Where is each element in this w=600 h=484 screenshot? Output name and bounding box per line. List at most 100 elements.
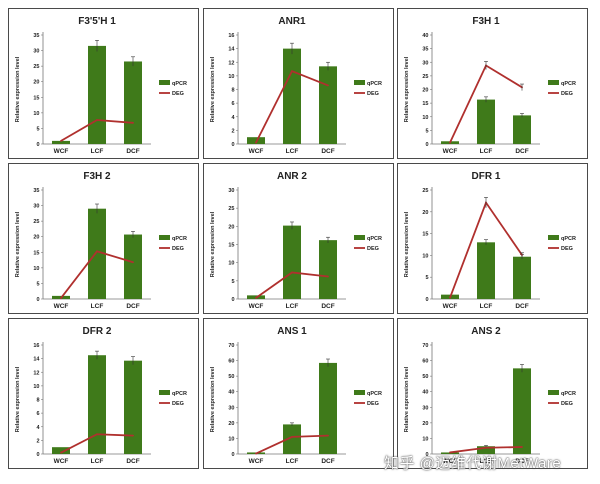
x-tick-label: DCF <box>515 458 528 465</box>
y-tick-label: 5 <box>425 275 428 281</box>
chart-panel: F3H 1 Relative expression level 0 5 10 15 20 25… <box>397 8 588 159</box>
chart-title: F3H 1 <box>472 16 500 27</box>
chart-svg: ANS 2 Relative expression level 0 10 20 30 40 5… <box>404 326 576 465</box>
y-axis-label: Relative expression level <box>210 56 216 122</box>
line-deg-point <box>291 70 293 73</box>
line-deg-point <box>96 250 98 253</box>
y-tick-label: 0 <box>425 452 428 458</box>
line-deg-point <box>132 434 134 437</box>
legend-label-qpcr: qPCR <box>172 236 187 242</box>
bar-qpcr <box>124 234 142 299</box>
y-tick-label: 25 <box>422 74 428 80</box>
x-tick-label: LCF <box>480 303 493 310</box>
y-tick-label: 10 <box>422 436 428 442</box>
y-tick-label: 20 <box>422 88 428 94</box>
y-tick-label: 0 <box>231 297 234 303</box>
chart-svg: ANS 1 Relative expression level 0 10 20 30 40 5… <box>210 326 382 465</box>
y-axis-label: Relative expression level <box>210 211 216 277</box>
bar-qpcr <box>247 137 265 144</box>
legend-label-deg: DEG <box>172 246 184 252</box>
bar-qpcr <box>283 48 301 144</box>
chart-svg: F3'5'H 1 Relative expression level 0 5 10 15 2… <box>15 16 187 155</box>
y-tick-label: 50 <box>422 374 428 380</box>
bar-qpcr <box>88 208 106 299</box>
bar-qpcr <box>513 115 531 144</box>
y-tick-label: 0 <box>36 297 39 303</box>
x-tick-label: LCF <box>91 148 104 155</box>
y-tick-label: 12 <box>33 370 39 376</box>
y-tick-label: 30 <box>228 188 234 194</box>
y-tick-label: 15 <box>228 243 234 249</box>
chart-title: ANS 2 <box>471 326 501 337</box>
y-tick-label: 0 <box>36 452 39 458</box>
chart-title: F3'5'H 1 <box>78 16 116 27</box>
legend-swatch-qpcr <box>354 235 365 240</box>
chart-panel: DFR 2 Relative expression level 0 2 4 6 8 10 12 1… <box>8 318 199 469</box>
legend-swatch-qpcr <box>159 235 170 240</box>
line-deg-point <box>449 141 451 144</box>
legend-label-qpcr: qPCR <box>561 81 576 87</box>
line-deg-point <box>96 119 98 121</box>
y-axis-label: Relative expression level <box>15 56 21 122</box>
y-tick-label: 20 <box>33 235 39 241</box>
chart-title: F3H 2 <box>83 171 111 182</box>
bar-qpcr <box>52 140 70 144</box>
line-deg-point <box>327 434 329 437</box>
legend-label-deg: DEG <box>367 246 379 252</box>
chart-panel: DFR 1 Relative expression level 0 5 10 15 20 25… <box>397 163 588 314</box>
y-tick-label: 20 <box>33 80 39 86</box>
y-tick-label: 25 <box>33 64 39 70</box>
chart-svg: ANR 2 Relative expression level 0 5 10 15 20 25… <box>210 171 382 310</box>
legend-swatch-qpcr <box>354 390 365 395</box>
y-tick-label: 25 <box>422 188 428 194</box>
line-deg-point <box>291 435 293 438</box>
x-tick-label: WCF <box>54 303 69 310</box>
line-deg-point <box>521 446 523 448</box>
line-deg-point <box>60 451 62 454</box>
x-tick-label: DCF <box>126 303 139 310</box>
line-deg-point <box>449 451 451 454</box>
x-tick-label: DCF <box>321 303 334 310</box>
y-tick-label: 0 <box>231 142 234 148</box>
chart-svg: DFR 1 Relative expression level 0 5 10 15 20 25… <box>404 171 576 310</box>
x-tick-label: WCF <box>443 303 458 310</box>
y-tick-label: 35 <box>33 188 39 194</box>
bar-qpcr <box>513 368 531 454</box>
y-tick-label: 2 <box>36 438 39 444</box>
legend-label-deg: DEG <box>561 91 573 97</box>
line-deg-point <box>255 141 257 144</box>
legend-label-qpcr: qPCR <box>172 81 187 87</box>
y-tick-label: 10 <box>33 111 39 117</box>
legend-swatch-qpcr <box>548 80 559 85</box>
bar-qpcr <box>88 45 106 144</box>
bar-qpcr <box>319 66 337 144</box>
chart-title: ANR 2 <box>277 171 307 182</box>
y-tick-label: 40 <box>228 390 234 396</box>
y-tick-label: 20 <box>422 421 428 427</box>
y-tick-label: 30 <box>33 204 39 210</box>
line-deg-point <box>60 139 62 142</box>
legend-label-deg: DEG <box>367 91 379 97</box>
x-tick-label: LCF <box>286 303 299 310</box>
y-tick-label: 60 <box>228 359 234 365</box>
chart-panel: ANR1 Relative expression level 0 2 4 6 8 10 12 14… <box>203 8 394 159</box>
legend-label-qpcr: qPCR <box>172 391 187 397</box>
x-tick-label: DCF <box>321 458 334 465</box>
y-tick-label: 30 <box>228 405 234 411</box>
y-tick-label: 15 <box>33 95 39 101</box>
y-tick-label: 50 <box>228 374 234 380</box>
bar-qpcr <box>513 256 531 299</box>
line-deg-point <box>327 275 329 278</box>
x-tick-label: DCF <box>126 148 139 155</box>
y-tick-label: 5 <box>425 128 428 134</box>
y-tick-label: 10 <box>228 261 234 267</box>
y-tick-label: 10 <box>228 436 234 442</box>
chart-title: DFR 1 <box>472 171 501 182</box>
y-tick-label: 25 <box>33 219 39 225</box>
y-tick-label: 70 <box>422 343 428 349</box>
y-tick-label: 20 <box>228 224 234 230</box>
chart-panel: ANS 1 Relative expression level 0 10 20 30 40 5… <box>203 318 394 469</box>
bar-qpcr <box>124 61 142 144</box>
y-tick-label: 15 <box>422 232 428 238</box>
